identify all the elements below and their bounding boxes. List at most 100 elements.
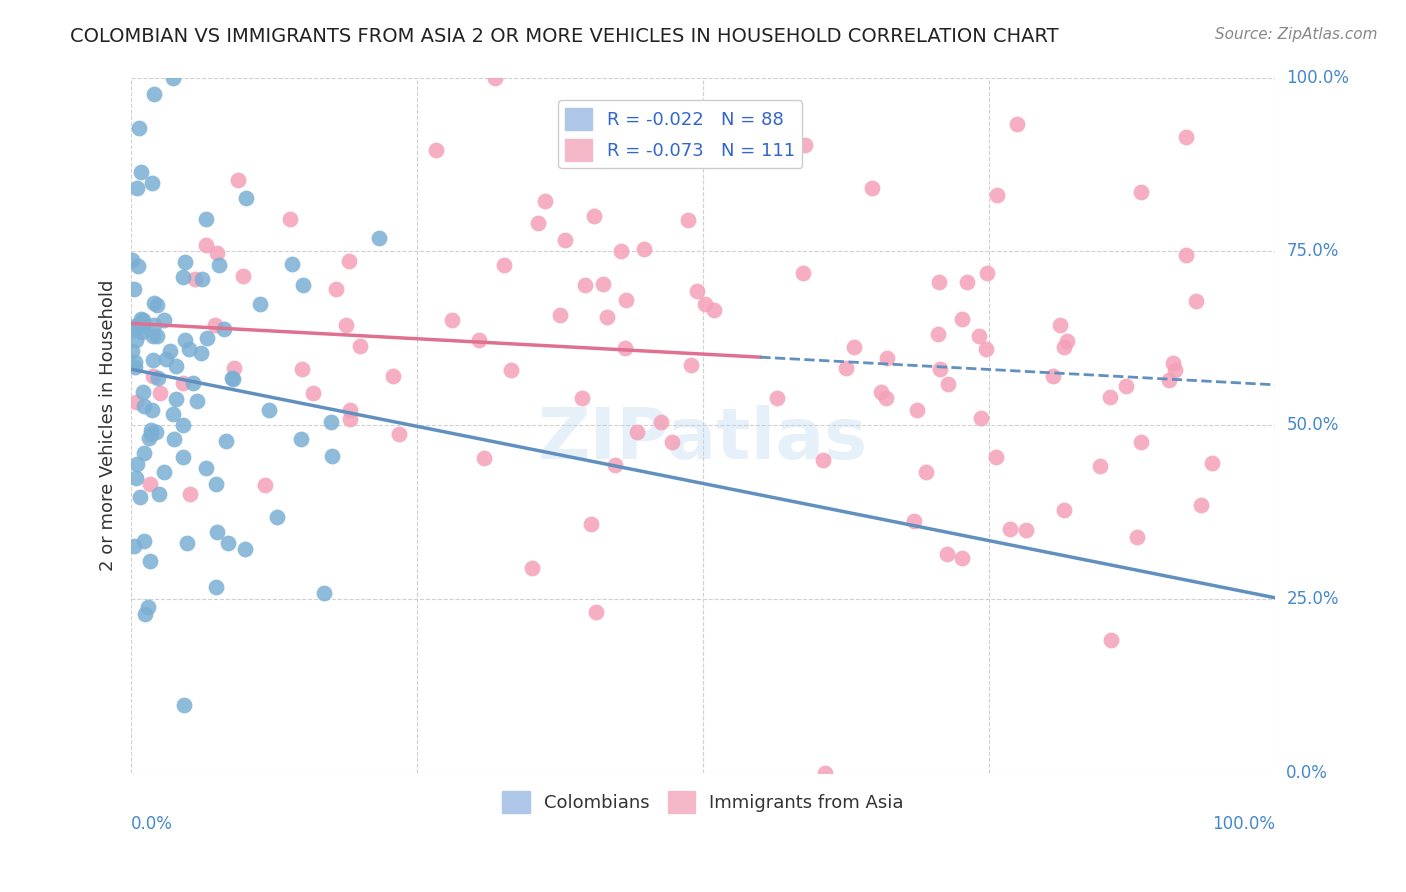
- Point: [1115, 379, 1137, 393]
- Point: [1161, 356, 1184, 370]
- Point: [610, 244, 633, 259]
- Point: [128, 316, 150, 330]
- Point: [1201, 456, 1223, 470]
- Point: [127, 457, 149, 471]
- Point: [472, 451, 495, 466]
- Point: [520, 561, 543, 575]
- Point: [1175, 248, 1198, 262]
- Point: [595, 310, 617, 324]
- Point: [127, 259, 149, 273]
- Point: [928, 275, 950, 289]
- Point: [132, 313, 155, 327]
- Point: [1005, 118, 1028, 132]
- Text: 75.0%: 75.0%: [1286, 243, 1339, 260]
- Point: [1014, 523, 1036, 537]
- Point: [190, 346, 212, 360]
- Point: [339, 403, 361, 417]
- Point: [124, 355, 146, 369]
- Point: [224, 361, 246, 376]
- Point: [319, 416, 342, 430]
- Point: [693, 297, 716, 311]
- Text: 50.0%: 50.0%: [1286, 417, 1339, 434]
- Point: [174, 255, 197, 269]
- Point: [468, 333, 491, 347]
- Point: [129, 165, 152, 179]
- Point: [195, 238, 218, 252]
- Point: [335, 318, 357, 333]
- Text: 0.0%: 0.0%: [1286, 764, 1329, 782]
- Point: [122, 282, 145, 296]
- Point: [132, 533, 155, 548]
- Point: [152, 465, 174, 479]
- Point: [124, 333, 146, 347]
- Point: [125, 395, 148, 409]
- Point: [280, 257, 302, 271]
- Point: [166, 392, 188, 406]
- Point: [650, 415, 672, 429]
- Point: [129, 312, 152, 326]
- Point: [179, 487, 201, 501]
- Point: [928, 361, 950, 376]
- Point: [121, 252, 143, 267]
- Legend: Colombians, Immigrants from Asia: Colombians, Immigrants from Asia: [495, 783, 911, 820]
- Point: [122, 323, 145, 337]
- Point: [139, 426, 162, 441]
- Point: [184, 272, 207, 286]
- Point: [976, 266, 998, 280]
- Point: [582, 209, 605, 223]
- Point: [142, 369, 165, 384]
- Point: [679, 358, 702, 372]
- Point: [205, 525, 228, 540]
- Point: [149, 386, 172, 401]
- Point: [162, 70, 184, 85]
- Point: [614, 293, 637, 308]
- Point: [574, 277, 596, 292]
- Text: COLOMBIAN VS IMMIGRANTS FROM ASIA 2 OR MORE VEHICLES IN HOUSEHOLD CORRELATION CH: COLOMBIAN VS IMMIGRANTS FROM ASIA 2 OR M…: [70, 27, 1059, 45]
- Point: [1130, 185, 1153, 199]
- Point: [249, 297, 271, 311]
- Point: [183, 376, 205, 390]
- Point: [876, 351, 898, 365]
- Point: [1053, 340, 1076, 354]
- Point: [936, 376, 959, 391]
- Point: [194, 212, 217, 227]
- Point: [165, 359, 187, 373]
- Point: [235, 191, 257, 205]
- Point: [195, 331, 218, 345]
- Point: [142, 87, 165, 101]
- Point: [278, 212, 301, 227]
- Point: [148, 486, 170, 500]
- Point: [134, 607, 156, 622]
- Point: [605, 458, 627, 472]
- Point: [592, 277, 614, 292]
- Point: [676, 213, 699, 227]
- Point: [172, 376, 194, 391]
- Point: [204, 318, 226, 333]
- Point: [349, 339, 371, 353]
- Point: [138, 431, 160, 445]
- Point: [312, 586, 335, 600]
- Point: [484, 70, 506, 85]
- Point: [215, 434, 238, 448]
- Point: [950, 551, 973, 566]
- Point: [986, 187, 1008, 202]
- Point: [125, 471, 148, 485]
- Point: [571, 392, 593, 406]
- Point: [172, 450, 194, 465]
- Point: [145, 329, 167, 343]
- Point: [1189, 498, 1212, 512]
- Point: [146, 371, 169, 385]
- Point: [176, 536, 198, 550]
- Point: [494, 259, 516, 273]
- Point: [550, 309, 572, 323]
- Point: [325, 282, 347, 296]
- Point: [125, 180, 148, 194]
- Point: [143, 296, 166, 310]
- Point: [579, 516, 602, 531]
- Point: [139, 477, 162, 491]
- Point: [766, 391, 789, 405]
- Point: [257, 402, 280, 417]
- Point: [811, 453, 834, 467]
- Point: [905, 402, 928, 417]
- Point: [1130, 434, 1153, 449]
